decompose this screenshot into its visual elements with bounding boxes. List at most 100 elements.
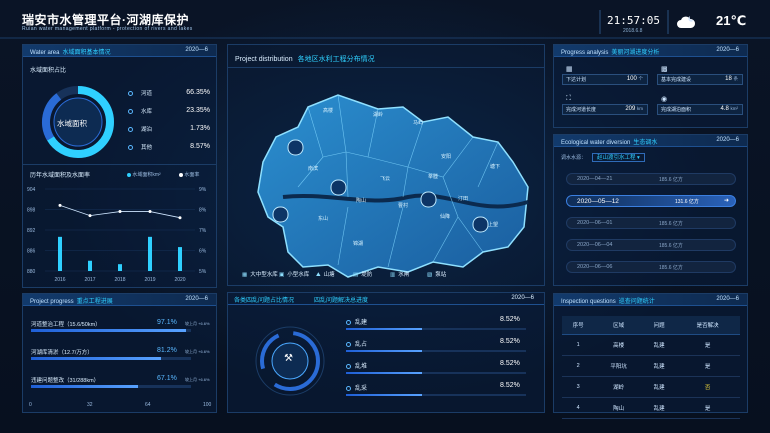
distribution-title: Project distribution 各地区水利工程分布情况 bbox=[235, 56, 375, 63]
issue-label: 乱占 bbox=[346, 339, 367, 348]
diversion-row[interactable]: 2020—04—21 185.6 亿方 bbox=[566, 173, 736, 185]
region-label[interactable]: 汀田 bbox=[458, 196, 469, 202]
progress-analysis-panel: Progress analysis 美丽河湖进度分析 2020—6 ▦ 下达计划 10… bbox=[553, 44, 748, 128]
legend-item: 河道 66.35% bbox=[128, 89, 210, 97]
lake-icon: ◉ bbox=[661, 96, 668, 103]
region-label[interactable]: 仙降 bbox=[440, 214, 451, 220]
map-legend-label: 大中型水库 bbox=[250, 272, 278, 278]
region-label[interactable]: 高楼 bbox=[323, 108, 334, 114]
rate-point bbox=[118, 210, 122, 214]
issue-value: 8.52% bbox=[500, 382, 520, 389]
stat-value: 18 条 bbox=[725, 76, 738, 82]
region-label[interactable]: 飞云 bbox=[380, 176, 391, 182]
inspection-table: 序号 区域 问题 是否解决 1 高楼 乱建是 2 平阳坑 乱建是 3 湖岭 乱建否 4 陶山 乱建是 bbox=[562, 316, 740, 419]
stat-unit: 个 bbox=[638, 76, 644, 81]
project-progress-panel: Project progress 重点工程进展 2020—6 河道整治工程（15.… bbox=[22, 293, 217, 413]
legend-label: 水库 bbox=[141, 109, 153, 115]
map-legend-item[interactable]: ⛰ 山塘 bbox=[316, 270, 335, 279]
map-legend-item[interactable]: ▥ 水闸 bbox=[390, 270, 409, 278]
x-tick-label: 2018 bbox=[114, 277, 125, 283]
diversion-date: 2020—05—12 bbox=[577, 198, 619, 205]
table-row[interactable]: 2 平阳坑 乱建是 bbox=[562, 355, 740, 377]
table-row[interactable]: 3 湖岭 乱建否 bbox=[562, 376, 740, 398]
y2-tick-label: 9% bbox=[199, 187, 207, 193]
tab-issue-share[interactable]: 各类四乱问题占比情况 bbox=[234, 298, 295, 304]
stat-unit: km² bbox=[730, 106, 739, 111]
region-label[interactable]: 安阳 bbox=[441, 154, 452, 160]
panel-title-cn: 重点工程进展 bbox=[76, 299, 113, 305]
issue-dot bbox=[346, 363, 351, 369]
issue-dot bbox=[346, 385, 351, 391]
issue-label: 乱堆 bbox=[346, 361, 367, 370]
region-label[interactable]: 马屿 bbox=[413, 120, 424, 126]
progress-value: 97.1% bbox=[157, 319, 177, 326]
region-label[interactable]: 曹村 bbox=[398, 203, 409, 209]
region-map[interactable] bbox=[228, 67, 546, 287]
issues-gauge bbox=[255, 326, 325, 396]
dike-icon: ▤ bbox=[353, 272, 359, 278]
map-legend-label: 泵站 bbox=[435, 272, 447, 278]
region-label[interactable]: 上望 bbox=[488, 222, 499, 228]
inspection-panel: Inspection questions 巡查问题统计 2020—6 序号 区域 问题… bbox=[553, 293, 748, 419]
legend-item: 其他 8.57% bbox=[128, 143, 210, 151]
table-cell: 乱建 bbox=[642, 355, 676, 377]
progress-note: 较上月 +6.6% bbox=[185, 377, 210, 382]
map-legend-item[interactable]: ▦ 大中型水库 bbox=[242, 270, 278, 278]
water-source-select[interactable]: 赵山渡引水工程 ▾ bbox=[592, 153, 645, 162]
progress-track bbox=[31, 385, 191, 388]
diversion-row[interactable]: 2020—06—04 185.6 亿方 bbox=[566, 239, 736, 251]
rate-point bbox=[58, 203, 62, 207]
region-label[interactable]: 陶山 bbox=[356, 198, 367, 204]
diversion-value: 185.6 亿方 bbox=[659, 177, 683, 183]
diversion-row[interactable]: 2020—06—01 185.6 亿方 bbox=[566, 217, 736, 229]
calendar-icon: ▦ bbox=[566, 66, 573, 73]
bar bbox=[178, 247, 182, 271]
map-legend-label: 小型水库 bbox=[287, 272, 310, 278]
map-legend-label: 水闸 bbox=[398, 272, 410, 278]
tab-issue-progress[interactable]: 四乱问题解决总进度 bbox=[314, 298, 369, 304]
map-legend-item[interactable]: ▤ 堤防 bbox=[353, 270, 372, 278]
issue-label: 乱采 bbox=[346, 383, 367, 392]
legend-label: 湖泊 bbox=[141, 127, 153, 133]
stat-label: 基本完成建设 bbox=[661, 77, 692, 83]
panel-title-en: Progress analysis bbox=[561, 50, 609, 56]
rate-point bbox=[178, 216, 182, 220]
region-label[interactable]: 锦湖 bbox=[353, 241, 364, 247]
region-label[interactable]: 东山 bbox=[318, 216, 329, 222]
issue-value: 8.52% bbox=[500, 360, 520, 367]
legend-label: 河道 bbox=[141, 91, 153, 97]
region-label[interactable]: 南滨 bbox=[308, 166, 319, 172]
legend-label: 其他 bbox=[141, 145, 153, 151]
table-row[interactable]: 1 高楼 乱建是 bbox=[562, 334, 740, 356]
region-label[interactable]: 湖岭 bbox=[373, 112, 384, 118]
progress-track bbox=[31, 357, 191, 360]
legend-dot bbox=[128, 126, 133, 132]
table-cell: 1 bbox=[562, 334, 595, 356]
region-label[interactable]: 塘下 bbox=[490, 164, 501, 170]
history-chart-title: 历年水域面积及水面率 bbox=[30, 173, 91, 179]
diversion-row[interactable]: 2020—05—12 131.6 亿方 ➜ bbox=[566, 195, 736, 207]
progress-value: 67.1% bbox=[157, 375, 177, 382]
history-chart: 904 898 892 886 880 9% 8% 7% 6% 5% 2016 2017 2018 201… bbox=[27, 187, 207, 283]
legend-dot bbox=[128, 144, 133, 150]
progress-note: 较上月 +6.6% bbox=[185, 321, 210, 326]
panel-title-en: Water area bbox=[30, 50, 60, 56]
panel-title-en: Project progress bbox=[30, 299, 74, 305]
table-row[interactable]: 4 陶山 乱建是 bbox=[562, 397, 740, 419]
map-legend-item[interactable]: ▧ 泵站 bbox=[427, 270, 446, 278]
table-cell: 乱建 bbox=[642, 397, 676, 419]
y-tick-label: 892 bbox=[27, 228, 36, 234]
road-icon: ⛶ bbox=[566, 95, 571, 102]
issue-track bbox=[346, 394, 526, 396]
map-legend-item[interactable]: ▣ 小型水库 bbox=[279, 270, 309, 278]
region-label[interactable]: 莘塍 bbox=[428, 174, 439, 180]
diversion-row[interactable]: 2020—06—06 185.6 亿方 bbox=[566, 261, 736, 273]
panel-title-cn: 美丽河湖进度分析 bbox=[611, 50, 660, 56]
panel-header: Progress analysis 美丽河湖进度分析 2020—6 bbox=[554, 45, 747, 57]
table-cell: 是 bbox=[675, 397, 740, 419]
table-cell: 陶山 bbox=[594, 397, 643, 419]
issue-fill bbox=[346, 328, 422, 330]
y2-tick-label: 8% bbox=[199, 208, 207, 214]
axis-tick: 32 bbox=[87, 402, 93, 408]
x-tick-label: 2020 bbox=[174, 277, 185, 283]
